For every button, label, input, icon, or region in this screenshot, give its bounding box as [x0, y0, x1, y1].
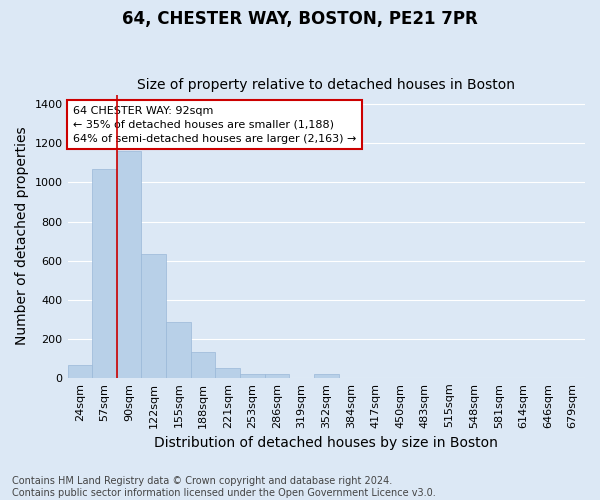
Text: 64 CHESTER WAY: 92sqm
← 35% of detached houses are smaller (1,188)
64% of semi-d: 64 CHESTER WAY: 92sqm ← 35% of detached … — [73, 106, 356, 144]
Bar — [117, 151, 142, 378]
Bar — [265, 374, 289, 378]
Y-axis label: Number of detached properties: Number of detached properties — [15, 127, 29, 346]
Bar — [68, 365, 92, 378]
Bar — [92, 169, 117, 378]
Bar — [240, 374, 265, 378]
Bar — [191, 352, 215, 378]
Text: Contains HM Land Registry data © Crown copyright and database right 2024.
Contai: Contains HM Land Registry data © Crown c… — [12, 476, 436, 498]
X-axis label: Distribution of detached houses by size in Boston: Distribution of detached houses by size … — [154, 436, 498, 450]
Text: 64, CHESTER WAY, BOSTON, PE21 7PR: 64, CHESTER WAY, BOSTON, PE21 7PR — [122, 10, 478, 28]
Title: Size of property relative to detached houses in Boston: Size of property relative to detached ho… — [137, 78, 515, 92]
Bar — [215, 368, 240, 378]
Bar — [142, 254, 166, 378]
Bar — [166, 322, 191, 378]
Bar — [314, 374, 338, 378]
